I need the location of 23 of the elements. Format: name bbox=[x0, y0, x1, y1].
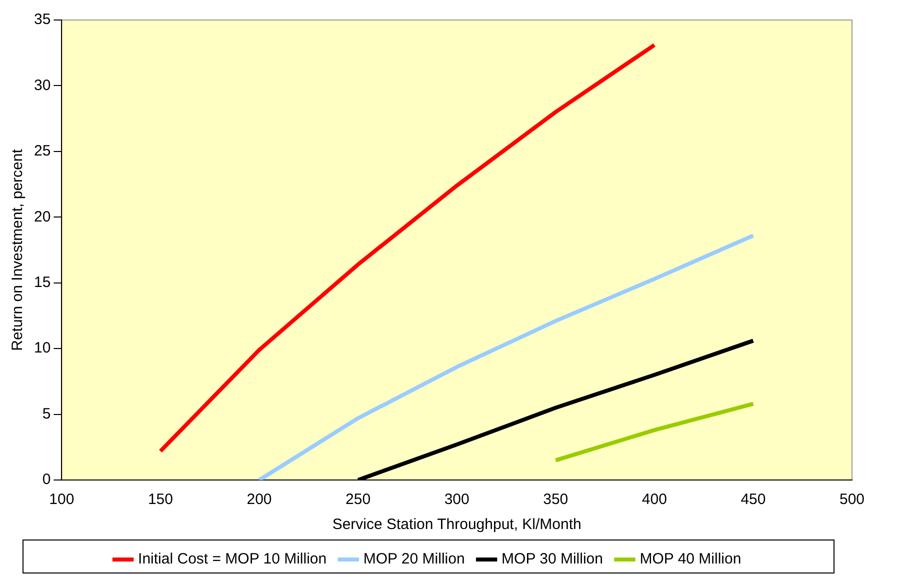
x-tick-label: 250 bbox=[346, 491, 371, 508]
x-tick-label: 500 bbox=[839, 491, 865, 508]
y-tick-label: 35 bbox=[34, 11, 51, 28]
legend-label: Initial Cost = MOP 10 Million bbox=[138, 550, 327, 568]
x-tick-label: 400 bbox=[642, 491, 667, 508]
y-tick-label: 20 bbox=[34, 208, 51, 226]
legend-label: MOP 30 Million bbox=[502, 550, 603, 568]
x-tick-label: 300 bbox=[444, 491, 470, 508]
y-axis-title: Return on Investment, percent bbox=[9, 148, 26, 351]
y-tick-label: 5 bbox=[42, 405, 51, 422]
legend-label: MOP 20 Million bbox=[363, 550, 465, 568]
x-tick-label: 100 bbox=[49, 491, 74, 508]
y-tick-label: 25 bbox=[34, 142, 51, 160]
y-tick-label: 10 bbox=[34, 340, 51, 357]
x-tick-label: 350 bbox=[543, 491, 568, 508]
y-tick-label: 0 bbox=[42, 471, 51, 488]
x-tick-label: 200 bbox=[246, 491, 272, 508]
y-tick-label: 30 bbox=[34, 76, 51, 94]
y-tick-label: 15 bbox=[34, 274, 51, 291]
x-tick-label: 450 bbox=[740, 491, 766, 508]
x-axis-title: Service Station Throughput, Kl/Month bbox=[332, 516, 582, 534]
legend-label: MOP 40 Million bbox=[640, 550, 742, 568]
x-tick-label: 150 bbox=[148, 491, 173, 508]
